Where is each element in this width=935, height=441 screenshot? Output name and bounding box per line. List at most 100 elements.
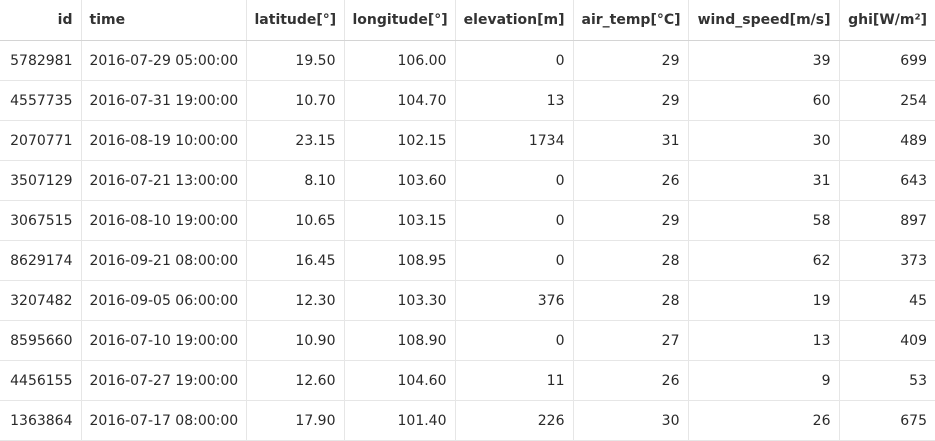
ghi-cell: 897: [839, 200, 935, 241]
ghi-cell: 409: [839, 320, 935, 361]
table-row[interactable]: 5782981 2016-07-29 05:00:00 19.50 106.00 0 29…: [0, 40, 935, 81]
id-cell: 4456155: [0, 360, 82, 401]
wind-speed-cell: 30: [688, 120, 840, 161]
table-row[interactable]: 3207482 2016-09-05 06:00:00 12.30 103.30 376…: [0, 280, 935, 321]
time-cell: 2016-07-17 08:00:00: [81, 400, 247, 441]
longitude-cell: 103.15: [344, 200, 456, 241]
time-cell: 2016-08-10 19:00:00: [81, 200, 247, 241]
wind-speed-cell: 26: [688, 400, 840, 441]
elevation-cell: 0: [455, 320, 574, 361]
time-cell: 2016-07-31 19:00:00: [81, 80, 247, 121]
air-temp-cell: 31: [573, 120, 689, 161]
wind-speed-cell: 62: [688, 240, 840, 281]
wind-speed-cell: 13: [688, 320, 840, 361]
elevation-cell: 226: [455, 400, 574, 441]
table-row[interactable]: 8595660 2016-07-10 19:00:00 10.90 108.90 0 27…: [0, 320, 935, 361]
longitude-cell: 102.15: [344, 120, 456, 161]
header-row: id time latitude[°] longitude[°] elevati…: [0, 0, 935, 41]
ghi-cell: 373: [839, 240, 935, 281]
latitude-cell: 23.15: [246, 120, 345, 161]
elevation-cell: 376: [455, 280, 574, 321]
time-cell: 2016-08-19 10:00:00: [81, 120, 247, 161]
ghi-cell: 489: [839, 120, 935, 161]
elevation-cell: 11: [455, 360, 574, 401]
elevation-cell: 0: [455, 200, 574, 241]
table-row[interactable]: 4456155 2016-07-27 19:00:00 12.60 104.60 11 2…: [0, 360, 935, 401]
table-row[interactable]: 1363864 2016-07-17 08:00:00 17.90 101.40 226…: [0, 400, 935, 441]
longitude-cell: 106.00: [344, 40, 456, 81]
latitude-cell: 16.45: [246, 240, 345, 281]
id-cell: 4557735: [0, 80, 82, 121]
longitude-cell: 104.70: [344, 80, 456, 121]
longitude-cell: 108.95: [344, 240, 456, 281]
time-cell: 2016-09-05 06:00:00: [81, 280, 247, 321]
ghi-cell: 699: [839, 40, 935, 81]
table-row[interactable]: 8629174 2016-09-21 08:00:00 16.45 108.95 0 28…: [0, 240, 935, 281]
air-temp-cell: 26: [573, 160, 689, 201]
table-header: id time latitude[°] longitude[°] elevati…: [0, 0, 935, 41]
column-header-elevation[interactable]: elevation[m]: [455, 0, 574, 41]
longitude-cell: 103.30: [344, 280, 456, 321]
wind-speed-cell: 19: [688, 280, 840, 321]
time-cell: 2016-07-10 19:00:00: [81, 320, 247, 361]
air-temp-cell: 28: [573, 240, 689, 281]
column-header-ghi[interactable]: ghi[W/m²]: [839, 0, 935, 41]
table-row[interactable]: 4557735 2016-07-31 19:00:00 10.70 104.70 13 2…: [0, 80, 935, 121]
wind-speed-cell: 58: [688, 200, 840, 241]
id-cell: 5782981: [0, 40, 82, 81]
ghi-cell: 643: [839, 160, 935, 201]
wind-speed-cell: 31: [688, 160, 840, 201]
longitude-cell: 101.40: [344, 400, 456, 441]
air-temp-cell: 28: [573, 280, 689, 321]
table-row[interactable]: 3507129 2016-07-21 13:00:00 8.10 103.60 0 26 3…: [0, 160, 935, 201]
id-cell: 3507129: [0, 160, 82, 201]
column-header-id[interactable]: id: [0, 0, 82, 41]
elevation-cell: 1734: [455, 120, 574, 161]
id-cell: 1363864: [0, 400, 82, 441]
time-cell: 2016-07-29 05:00:00: [81, 40, 247, 81]
longitude-cell: 104.60: [344, 360, 456, 401]
column-header-air-temp[interactable]: air_temp[°C]: [573, 0, 689, 41]
time-cell: 2016-07-27 19:00:00: [81, 360, 247, 401]
elevation-cell: 13: [455, 80, 574, 121]
longitude-cell: 103.60: [344, 160, 456, 201]
id-cell: 3207482: [0, 280, 82, 321]
id-cell: 8629174: [0, 240, 82, 281]
table-row[interactable]: 2070771 2016-08-19 10:00:00 23.15 102.15 173…: [0, 120, 935, 161]
column-header-latitude[interactable]: latitude[°]: [246, 0, 345, 41]
latitude-cell: 12.60: [246, 360, 345, 401]
time-cell: 2016-07-21 13:00:00: [81, 160, 247, 201]
ghi-cell: 675: [839, 400, 935, 441]
column-header-longitude[interactable]: longitude[°]: [344, 0, 456, 41]
ghi-cell: 53: [839, 360, 935, 401]
air-temp-cell: 29: [573, 40, 689, 81]
wind-speed-cell: 9: [688, 360, 840, 401]
latitude-cell: 8.10: [246, 160, 345, 201]
elevation-cell: 0: [455, 40, 574, 81]
id-cell: 3067515: [0, 200, 82, 241]
air-temp-cell: 29: [573, 200, 689, 241]
id-cell: 2070771: [0, 120, 82, 161]
latitude-cell: 19.50: [246, 40, 345, 81]
latitude-cell: 10.70: [246, 80, 345, 121]
wind-speed-cell: 39: [688, 40, 840, 81]
air-temp-cell: 30: [573, 400, 689, 441]
wind-speed-cell: 60: [688, 80, 840, 121]
column-header-time[interactable]: time: [81, 0, 247, 41]
time-cell: 2016-09-21 08:00:00: [81, 240, 247, 281]
table-row[interactable]: 3067515 2016-08-10 19:00:00 10.65 103.15 0 29…: [0, 200, 935, 241]
latitude-cell: 10.65: [246, 200, 345, 241]
latitude-cell: 10.90: [246, 320, 345, 361]
air-temp-cell: 29: [573, 80, 689, 121]
air-temp-cell: 26: [573, 360, 689, 401]
elevation-cell: 0: [455, 240, 574, 281]
latitude-cell: 17.90: [246, 400, 345, 441]
air-temp-cell: 27: [573, 320, 689, 361]
longitude-cell: 108.90: [344, 320, 456, 361]
table-body: 5782981 2016-07-29 05:00:00 19.50 106.00 0 29…: [0, 40, 935, 441]
id-cell: 8595660: [0, 320, 82, 361]
ghi-cell: 45: [839, 280, 935, 321]
elevation-cell: 0: [455, 160, 574, 201]
column-header-wind-speed[interactable]: wind_speed[m/s]: [688, 0, 840, 41]
